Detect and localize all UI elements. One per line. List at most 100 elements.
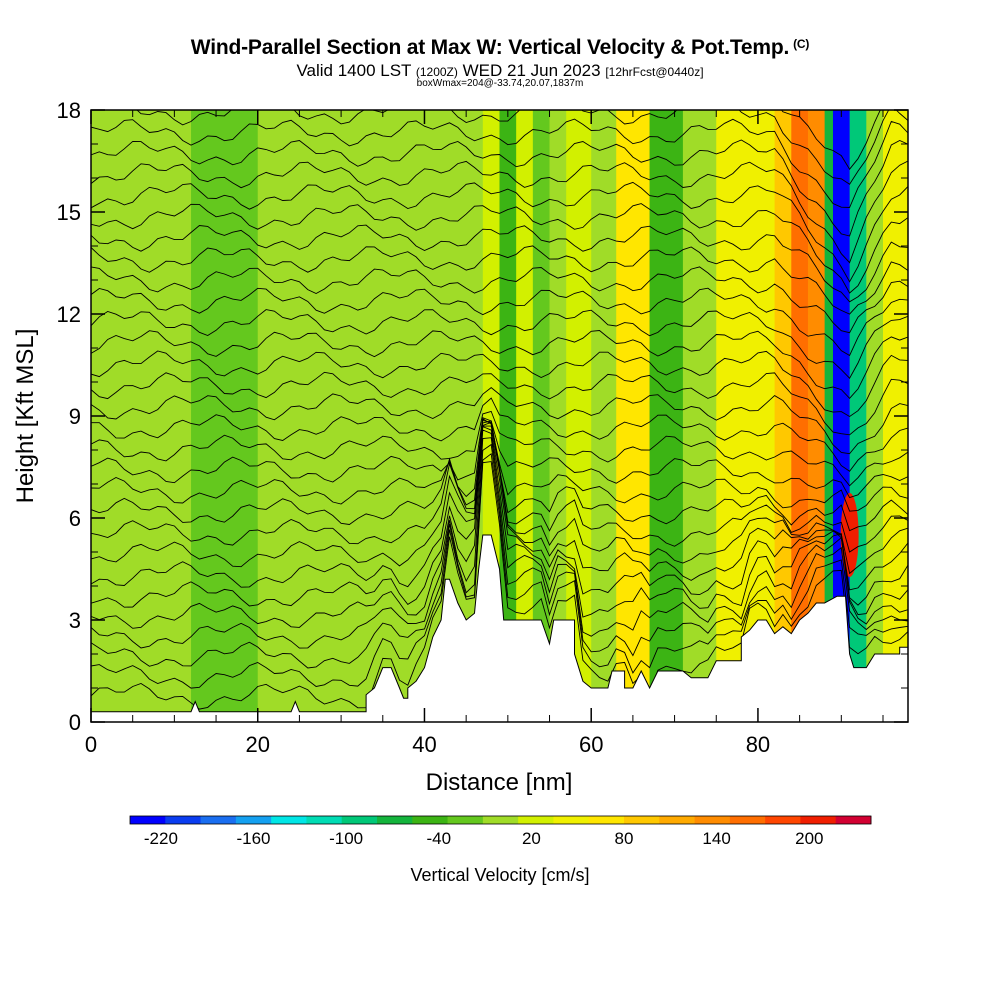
- theta-contour: [91, 139, 908, 237]
- w-column: [132, 110, 192, 722]
- theta-contour: [91, 452, 908, 689]
- x-axis-ticks: 0 20 40 60 80: [85, 110, 884, 757]
- theta-contour: [91, 410, 908, 487]
- w-column: [824, 110, 834, 722]
- colorbar-segment: [800, 816, 837, 824]
- colorbar-label: 80: [615, 829, 634, 848]
- y-tick-label: 18: [57, 98, 81, 123]
- colorbar-label: -160: [236, 829, 270, 848]
- y-tick-label: 9: [69, 404, 81, 429]
- x-tick-label: 60: [579, 732, 603, 757]
- colorbar: -220 -160 -100 -40 20 80 140 200: [129, 815, 872, 848]
- theta-contour: [91, 160, 908, 264]
- theta-contour: [91, 203, 908, 294]
- theta-contour: [91, 266, 908, 334]
- colorbar-label: -100: [329, 829, 363, 848]
- w-column: [549, 110, 567, 722]
- colorbar-label: -220: [144, 829, 178, 848]
- w-column: [191, 110, 259, 722]
- w-max-core: [840, 493, 859, 577]
- colorbar-segment: [694, 816, 731, 824]
- w-column: [516, 110, 534, 722]
- theta-contour: [91, 309, 908, 379]
- colorbar-segment: [412, 816, 448, 824]
- x-tick-label: 80: [746, 732, 770, 757]
- y-tick-label: 12: [57, 302, 81, 327]
- colorbar-segment: [624, 816, 660, 824]
- w-column: [807, 110, 826, 722]
- w-column: [257, 110, 342, 722]
- theta-contour: [91, 330, 908, 399]
- theta-contour: [136, 110, 908, 185]
- colorbar-segment: [341, 816, 378, 824]
- colorbar-segment: [235, 816, 272, 824]
- theta-contour: [91, 224, 908, 303]
- theta-contour: [91, 429, 908, 629]
- theta-contour: [91, 181, 908, 283]
- theta-contour: [91, 387, 908, 455]
- x-tick-label: 20: [245, 732, 269, 757]
- colorbar-frame: [129, 815, 872, 825]
- colorbar-segment: [659, 816, 695, 824]
- valid-utc: (1200Z): [415, 65, 458, 79]
- colorbar-segment: [200, 816, 237, 824]
- colorbar-segment: [588, 816, 625, 824]
- theta-contour: [91, 461, 908, 710]
- w-column: [649, 110, 684, 722]
- theta-contour: [91, 245, 908, 315]
- w-column: [591, 110, 617, 722]
- w-column: [716, 110, 751, 722]
- colorbar-segment: [482, 816, 519, 824]
- valid-time-line: Valid 1400 LST (1200Z) WED 21 Jun 2023 […: [0, 61, 1000, 81]
- theta-contour: [91, 371, 908, 436]
- theta-contour: [91, 287, 908, 357]
- w-column: [774, 110, 792, 722]
- colorbar-label: 20: [522, 829, 541, 848]
- theta-contour: [91, 443, 908, 669]
- y-tick-label: 15: [57, 200, 81, 225]
- w-column: [682, 110, 717, 722]
- colorbar-segment: [518, 816, 554, 824]
- y-tick-label: 3: [69, 608, 81, 633]
- terrain-mask: [91, 534, 908, 722]
- y-axis-ticks: 0 3 6 9 12 15 18: [57, 98, 908, 735]
- theta-contour: [91, 419, 908, 532]
- w-column: [791, 110, 809, 722]
- colorbar-segment: [447, 816, 484, 824]
- colorbar-segment: [553, 816, 590, 824]
- x-tick-label: 0: [85, 732, 97, 757]
- theta-contour: [91, 397, 908, 472]
- w-column: [341, 110, 426, 722]
- colorbar-label: -40: [427, 829, 452, 848]
- colorbar-label: 140: [702, 829, 730, 848]
- w-column: [532, 110, 551, 722]
- colorbar-segment: [165, 816, 201, 824]
- w-column: [616, 110, 651, 722]
- copyright-mark: (C): [793, 37, 810, 51]
- valid-main: Valid 1400 LST: [296, 61, 412, 80]
- potential-temperature-contours: [91, 110, 908, 710]
- colorbar-segment: [835, 816, 872, 824]
- theta-contour: [91, 437, 908, 649]
- forecast-info: [12hrFcst@0440z]: [605, 65, 704, 79]
- chart-title-text: Wind-Parallel Section at Max W: Vertical…: [190, 36, 790, 59]
- x-axis-title: Distance [nm]: [426, 769, 573, 796]
- colorbar-segment: [377, 816, 413, 824]
- colorbar-segment: [306, 816, 343, 824]
- colorbar-segment: [729, 816, 766, 824]
- colorbar-segment: [130, 816, 166, 824]
- terrain: [91, 534, 908, 722]
- theta-contour: [91, 418, 908, 512]
- colorbar-segment: [271, 816, 307, 824]
- box-info-line: boxWmax=204@-33.74,20.07,1837m: [416, 78, 584, 89]
- y-tick-label: 6: [69, 506, 81, 531]
- chart-title: Wind-Parallel Section at Max W: Vertical…: [0, 36, 1000, 60]
- theta-contour: [91, 417, 908, 499]
- theta-contour: [91, 425, 908, 608]
- theta-contour: [91, 350, 908, 418]
- colorbar-title: Vertical Velocity [cm/s]: [410, 865, 589, 885]
- theta-contour: [91, 118, 908, 208]
- y-axis-title: Height [Kft MSL]: [12, 329, 39, 504]
- y-tick-label: 0: [69, 710, 81, 735]
